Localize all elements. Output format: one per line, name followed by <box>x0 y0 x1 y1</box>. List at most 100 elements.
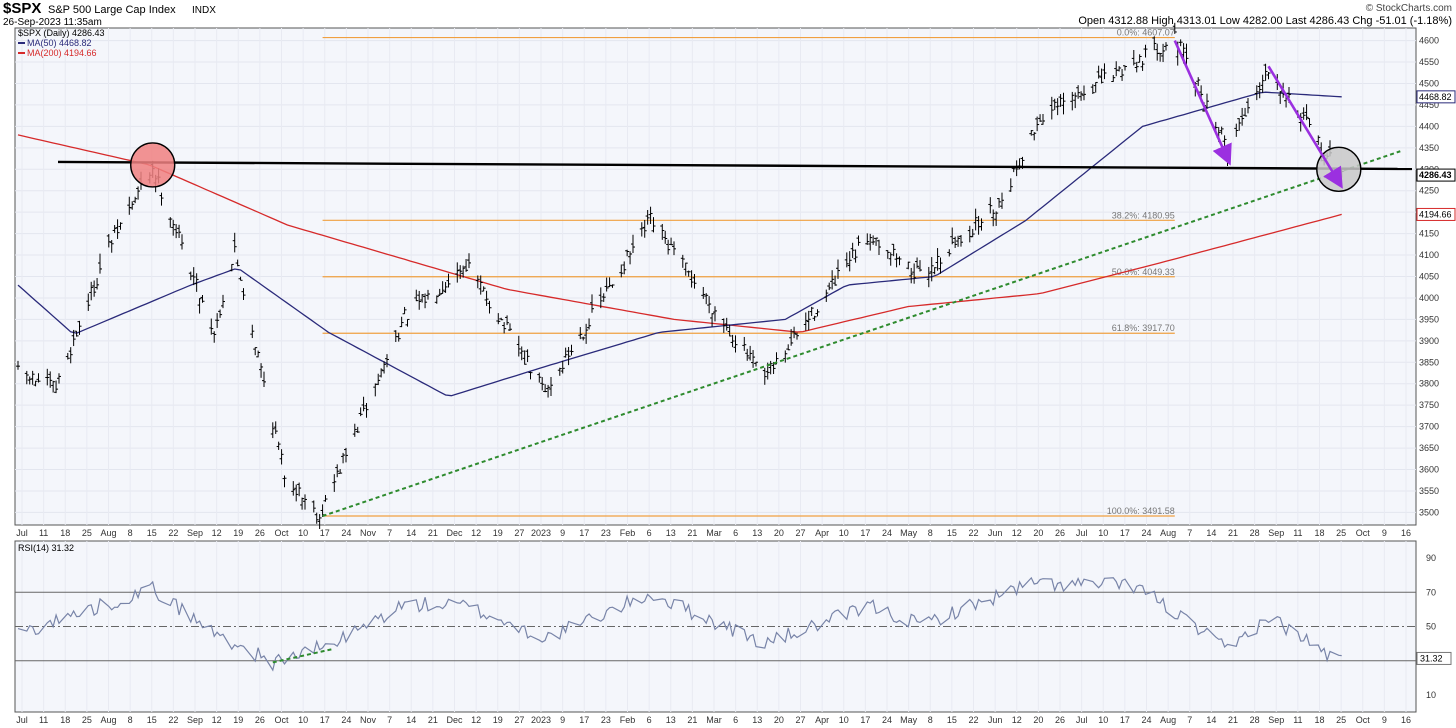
x-tick-label: 28 <box>1250 715 1260 725</box>
rsi-grid <box>15 541 1416 712</box>
x-tick-label: 8 <box>928 715 933 725</box>
price-y-tick: 3800 <box>1419 379 1439 389</box>
x-tick-label: 6 <box>733 528 738 538</box>
x-tick-label: 26 <box>255 528 265 538</box>
x-tick-label: 8 <box>128 715 133 725</box>
last-value-box <box>1416 90 1456 104</box>
x-tick-label: Jun <box>988 528 1003 538</box>
x-tick-label: Sep <box>187 528 203 538</box>
instrument-name: S&P 500 Large Cap Index <box>48 4 176 16</box>
x-tick-label: Dec <box>446 715 463 725</box>
price-y-tick: 4450 <box>1419 100 1439 110</box>
x-tick-label: 18 <box>60 715 70 725</box>
x-tick-label: 25 <box>1336 715 1346 725</box>
fib-label: 61.8%: 3917.70 <box>1112 323 1175 333</box>
rsi-y-axis: 103050709031.32 <box>1416 553 1452 700</box>
x-tick-label: 7 <box>1187 528 1192 538</box>
last-value-label: 4468.82 <box>1419 92 1452 102</box>
rsi-line <box>17 576 1342 672</box>
fib-label: 50.0%: 4049.33 <box>1112 267 1175 277</box>
x-tick-label: Feb <box>620 715 636 725</box>
price-y-tick: 3850 <box>1419 357 1439 367</box>
x-tick-label: Aug <box>100 528 116 538</box>
fibonacci-levels: 0.0%: 4607.07 38.2%: 4180.95 50.0%: 4049.3… <box>322 28 1175 517</box>
rsi-last-box <box>1416 651 1452 665</box>
rsi-last-label: 31.32 <box>1420 653 1443 663</box>
x-tick-label: 25 <box>82 715 92 725</box>
x-tick-label: 24 <box>1141 715 1151 725</box>
price-y-tick: 4250 <box>1419 186 1439 196</box>
x-tick-label: 20 <box>1033 528 1043 538</box>
x-tick-label: 16 <box>1401 528 1411 538</box>
x-tick-label: 10 <box>839 528 849 538</box>
x-tick-label: 17 <box>860 715 870 725</box>
price-y-tick: 4000 <box>1419 293 1439 303</box>
x-tick-label: 14 <box>1206 528 1216 538</box>
x-tick-label: 13 <box>666 528 676 538</box>
x-tick-label: 21 <box>1228 715 1238 725</box>
x-tick-label: 7 <box>387 715 392 725</box>
rsi-y-tick: 10 <box>1426 690 1436 700</box>
price-y-tick: 3700 <box>1419 422 1439 432</box>
x-tick-label: 14 <box>1206 715 1216 725</box>
legend-price: $SPX (Daily) 4286.43 <box>18 28 105 38</box>
x-tick-label: 19 <box>233 528 243 538</box>
x-tick-label: May <box>900 528 918 538</box>
x-tick-label: 25 <box>82 528 92 538</box>
x-tick-label: 11 <box>1293 528 1302 538</box>
x-tick-label: 21 <box>428 528 438 538</box>
x-tick-label: 21 <box>428 715 438 725</box>
x-tick-label: 18 <box>1314 528 1324 538</box>
x-tick-label: 26 <box>1055 715 1065 725</box>
price-y-tick: 4500 <box>1419 78 1439 88</box>
chart-header: $SPX S&P 500 Large Cap Index INDX 26-Sep… <box>3 0 1452 28</box>
price-x-axis: Jul 11 18 25 Aug 8 15 22 Sep 12 19 26 Oct 10 17 24 Nov 7 1… <box>16 528 1411 538</box>
price-y-tick: 4400 <box>1419 121 1439 131</box>
x-tick-label: 12 <box>212 715 222 725</box>
rsi-series <box>17 576 1342 672</box>
x-tick-label: 7 <box>387 528 392 538</box>
x-tick-label: 10 <box>298 715 308 725</box>
last-value-label: 4194.66 <box>1419 209 1452 219</box>
ma200-line <box>17 134 1342 333</box>
price-bars <box>16 22 1344 530</box>
x-tick-label: 14 <box>406 528 416 538</box>
x-tick-label: 22 <box>968 528 978 538</box>
x-tick-label: 13 <box>666 715 676 725</box>
x-tick-label: Oct <box>274 528 289 538</box>
x-tick-label: 2023 <box>531 715 551 725</box>
legend-ma50: MA(50) 4468.82 <box>27 38 92 48</box>
x-tick-label: 22 <box>968 715 978 725</box>
x-tick-label: 9 <box>1382 528 1387 538</box>
x-tick-label: 7 <box>1187 715 1192 725</box>
x-tick-label: 10 <box>839 715 849 725</box>
x-tick-label: 9 <box>1382 715 1387 725</box>
x-tick-label: 21 <box>687 528 697 538</box>
x-tick-label: 26 <box>255 715 265 725</box>
x-tick-label: Oct <box>1356 715 1371 725</box>
price-y-tick: 4150 <box>1419 229 1439 239</box>
price-y-tick: 4050 <box>1419 272 1439 282</box>
x-tick-label: 19 <box>493 528 503 538</box>
fib-label: 100.0%: 3491.58 <box>1107 506 1175 516</box>
x-tick-label: 2023 <box>531 528 551 538</box>
x-tick-label: 24 <box>882 528 892 538</box>
fib-label: 38.2%: 4180.95 <box>1112 210 1175 220</box>
price-y-tick: 3750 <box>1419 400 1439 410</box>
x-tick-label: 15 <box>947 715 957 725</box>
x-tick-label: 13 <box>752 528 762 538</box>
last-value-box <box>1416 168 1456 182</box>
symbol-title: $SPX <box>3 0 41 17</box>
x-tick-label: 10 <box>1098 528 1108 538</box>
rsi-x-axis: Jul 11 18 25 Aug 8 15 22 Sep 12 19 26 Oct 10 17 24 Nov 7 1… <box>16 715 1411 725</box>
x-tick-label: 24 <box>341 715 351 725</box>
x-tick-label: Mar <box>706 528 722 538</box>
price-y-tick: 4550 <box>1419 57 1439 67</box>
x-tick-label: 17 <box>860 528 870 538</box>
x-tick-label: 9 <box>560 715 565 725</box>
x-tick-label: 12 <box>212 528 222 538</box>
red-highlight-circle <box>130 142 176 188</box>
x-tick-label: 20 <box>774 715 784 725</box>
price-y-tick: 3550 <box>1419 486 1439 496</box>
x-tick-label: 6 <box>647 715 652 725</box>
